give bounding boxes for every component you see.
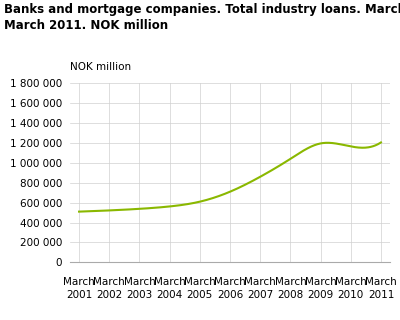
Text: 2007: 2007 [247, 290, 273, 300]
Text: 2003: 2003 [126, 290, 152, 300]
Text: March: March [93, 277, 125, 287]
Text: 2002: 2002 [96, 290, 122, 300]
Text: 2005: 2005 [187, 290, 213, 300]
Text: March: March [154, 277, 186, 287]
Text: March: March [124, 277, 155, 287]
Text: 2011: 2011 [368, 290, 394, 300]
Text: 2001: 2001 [66, 290, 92, 300]
Text: March: March [365, 277, 397, 287]
Text: March: March [244, 277, 276, 287]
Text: March: March [63, 277, 95, 287]
Text: 2010: 2010 [338, 290, 364, 300]
Text: 2004: 2004 [156, 290, 183, 300]
Text: March: March [335, 277, 367, 287]
Text: March: March [214, 277, 246, 287]
Text: Banks and mortgage companies. Total industry loans. March 2001-
March 2011. NOK : Banks and mortgage companies. Total indu… [4, 3, 400, 32]
Text: March: March [184, 277, 216, 287]
Text: 2008: 2008 [277, 290, 304, 300]
Text: March: March [274, 277, 306, 287]
Text: March: March [305, 277, 336, 287]
Text: 2006: 2006 [217, 290, 243, 300]
Text: 2009: 2009 [308, 290, 334, 300]
Text: NOK million: NOK million [70, 62, 131, 72]
